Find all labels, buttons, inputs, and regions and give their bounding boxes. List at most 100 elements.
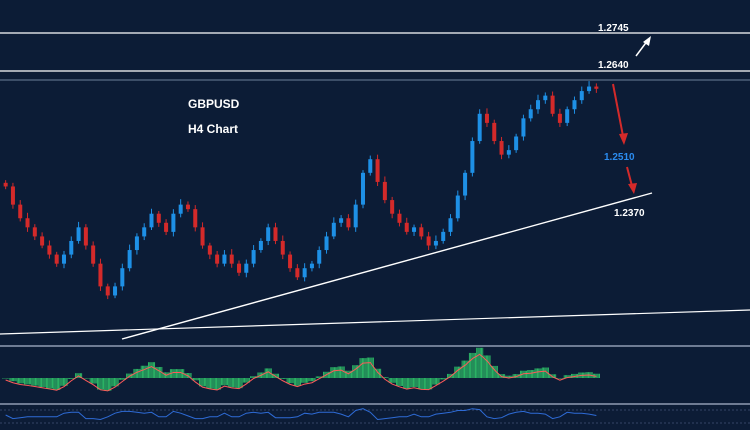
- candle-bull: [441, 231, 446, 241]
- histogram-bar: [179, 369, 181, 378]
- histogram-bar: [393, 378, 395, 383]
- candle-bear: [200, 227, 205, 246]
- histogram-bar: [355, 365, 357, 378]
- level-label-1-2745: 1.2745: [598, 23, 629, 34]
- histogram-bar: [216, 378, 218, 390]
- histogram-bar: [506, 375, 508, 378]
- histogram-bar: [310, 378, 312, 382]
- histogram-bar: [538, 368, 540, 378]
- histogram-bar: [200, 378, 202, 387]
- histogram-bar: [195, 378, 197, 381]
- histogram-bar: [144, 365, 146, 378]
- histogram-bar: [236, 378, 238, 389]
- histogram-bar: [420, 378, 422, 390]
- candle-bear: [382, 181, 387, 201]
- histogram-bar: [422, 378, 424, 390]
- candle-bear: [91, 245, 96, 264]
- histogram-bar: [315, 376, 317, 378]
- histogram-bar: [341, 366, 343, 378]
- histogram-bar: [101, 378, 103, 390]
- histogram-bar: [201, 378, 203, 387]
- histogram-bar: [244, 378, 245, 383]
- candle-bear: [40, 236, 45, 246]
- histogram-bar: [396, 378, 397, 386]
- histogram-bar: [504, 374, 506, 378]
- histogram-bar: [255, 376, 256, 378]
- histogram-bar: [193, 378, 194, 381]
- histogram-bar: [67, 378, 69, 379]
- histogram-bar: [257, 372, 259, 378]
- histogram-bar: [70, 378, 72, 379]
- histogram-bar: [105, 378, 107, 391]
- histogram-bar: [545, 367, 547, 378]
- histogram-bar: [342, 366, 344, 378]
- histogram-bar: [194, 378, 196, 381]
- histogram-bar: [389, 378, 391, 383]
- histogram-bar: [118, 378, 120, 380]
- candle-bull: [506, 150, 511, 155]
- histogram-bar: [9, 378, 11, 382]
- histogram-bar: [24, 378, 25, 385]
- candle-bear: [397, 213, 402, 223]
- histogram-bar: [18, 378, 19, 384]
- candle-bear: [32, 227, 37, 237]
- histogram-bar: [267, 368, 269, 378]
- histogram-bar: [561, 378, 563, 379]
- histogram-bar: [258, 372, 260, 378]
- histogram-bar: [159, 366, 160, 378]
- histogram-bar: [276, 373, 278, 378]
- histogram-bar: [176, 369, 177, 378]
- histogram-bar: [42, 378, 44, 388]
- histogram-bar: [213, 378, 215, 390]
- histogram-bar: [253, 376, 255, 378]
- histogram-bar: [346, 370, 348, 378]
- histogram-bar: [552, 374, 554, 378]
- histogram-bar: [95, 378, 97, 384]
- histogram-bar: [72, 378, 74, 379]
- candle-bull: [317, 250, 322, 264]
- histogram-bar: [120, 378, 122, 380]
- candle-bull: [127, 250, 132, 269]
- histogram-bar: [289, 378, 290, 384]
- histogram-bar: [476, 347, 478, 378]
- candle-bull: [448, 218, 453, 232]
- histogram-bar: [100, 378, 102, 390]
- histogram-bar: [483, 355, 485, 378]
- candle-bull: [477, 113, 482, 142]
- histogram-bar: [10, 378, 12, 382]
- candle-bull: [149, 213, 154, 228]
- histogram-bar: [532, 370, 534, 378]
- histogram-bar: [453, 373, 455, 378]
- histogram-bar: [210, 378, 211, 389]
- histogram-bar: [313, 378, 315, 382]
- histogram-bar: [128, 373, 130, 378]
- histogram-bar: [196, 378, 198, 381]
- candle-bull: [61, 254, 66, 264]
- histogram-bar: [397, 378, 399, 386]
- histogram-bar: [64, 378, 66, 386]
- histogram-bar: [540, 368, 542, 378]
- candle-bear: [499, 141, 504, 155]
- histogram-bar: [132, 373, 134, 378]
- histogram-bar: [568, 375, 570, 378]
- histogram-bar: [222, 378, 224, 386]
- histogram-bar: [459, 366, 461, 378]
- histogram-bar: [293, 378, 295, 386]
- histogram-bar: [430, 378, 431, 390]
- histogram-bar: [208, 378, 210, 389]
- histogram-bar: [112, 378, 114, 387]
- candle-bull: [536, 100, 541, 110]
- histogram-bar: [115, 378, 117, 387]
- histogram-bar: [26, 378, 28, 385]
- histogram-bar: [189, 373, 191, 378]
- histogram-bar: [123, 378, 125, 380]
- histogram-bar: [103, 378, 104, 390]
- candle-bear: [10, 186, 15, 205]
- candle-bear: [229, 254, 234, 264]
- histogram-bar: [197, 378, 199, 381]
- histogram-bar: [485, 355, 487, 378]
- candle-bull: [266, 227, 271, 241]
- histogram-bar: [413, 378, 414, 388]
- histogram-bar: [154, 362, 156, 378]
- histogram-bar: [212, 378, 214, 389]
